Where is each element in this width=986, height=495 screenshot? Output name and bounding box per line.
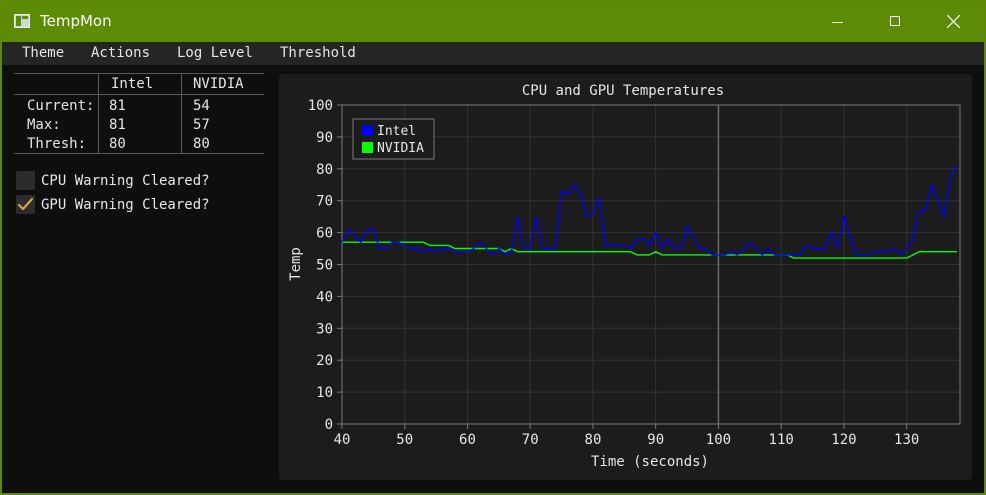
minimize-button[interactable]: [808, 2, 866, 42]
menu-actions[interactable]: Actions: [91, 45, 151, 61]
nvidia-thresh-value: 80: [193, 136, 210, 152]
nvidia-max-value: 57: [193, 117, 210, 133]
plot-panel: [279, 74, 972, 480]
row-label-thresh: Thresh:: [27, 136, 87, 152]
intel-thresh-value: 80: [109, 136, 126, 152]
window-title: TempMon: [40, 12, 112, 30]
menu-theme[interactable]: Theme: [22, 45, 65, 61]
menu-bar: Theme Actions Log Level Threshold: [2, 42, 984, 65]
close-button[interactable]: [924, 2, 982, 42]
nvidia-current-value: 54: [193, 98, 210, 114]
intel-max-value: 81: [109, 117, 126, 133]
menu-log-level[interactable]: Log Level: [177, 45, 253, 61]
checkmark-icon: [17, 197, 34, 211]
cpu-warning-label: CPU Warning Cleared?: [41, 173, 210, 189]
stats-panel: Intel NVIDIA Current: 81 54 Max: 81 57 T…: [2, 65, 277, 493]
gpu-warning-checkbox[interactable]: [16, 195, 35, 214]
close-icon: [947, 15, 960, 28]
app-window-icon: [14, 14, 30, 28]
header-nvidia: NVIDIA: [193, 76, 244, 92]
gpu-warning-label: GPU Warning Cleared?: [41, 197, 210, 213]
cpu-warning-checkbox[interactable]: [16, 171, 35, 190]
row-label-max: Max:: [27, 117, 61, 133]
menu-threshold[interactable]: Threshold: [280, 45, 356, 61]
intel-current-value: 81: [109, 98, 126, 114]
header-intel: Intel: [111, 76, 154, 92]
row-label-current: Current:: [27, 98, 95, 114]
title-bar[interactable]: TempMon: [2, 2, 984, 42]
maximize-button[interactable]: [866, 2, 924, 42]
